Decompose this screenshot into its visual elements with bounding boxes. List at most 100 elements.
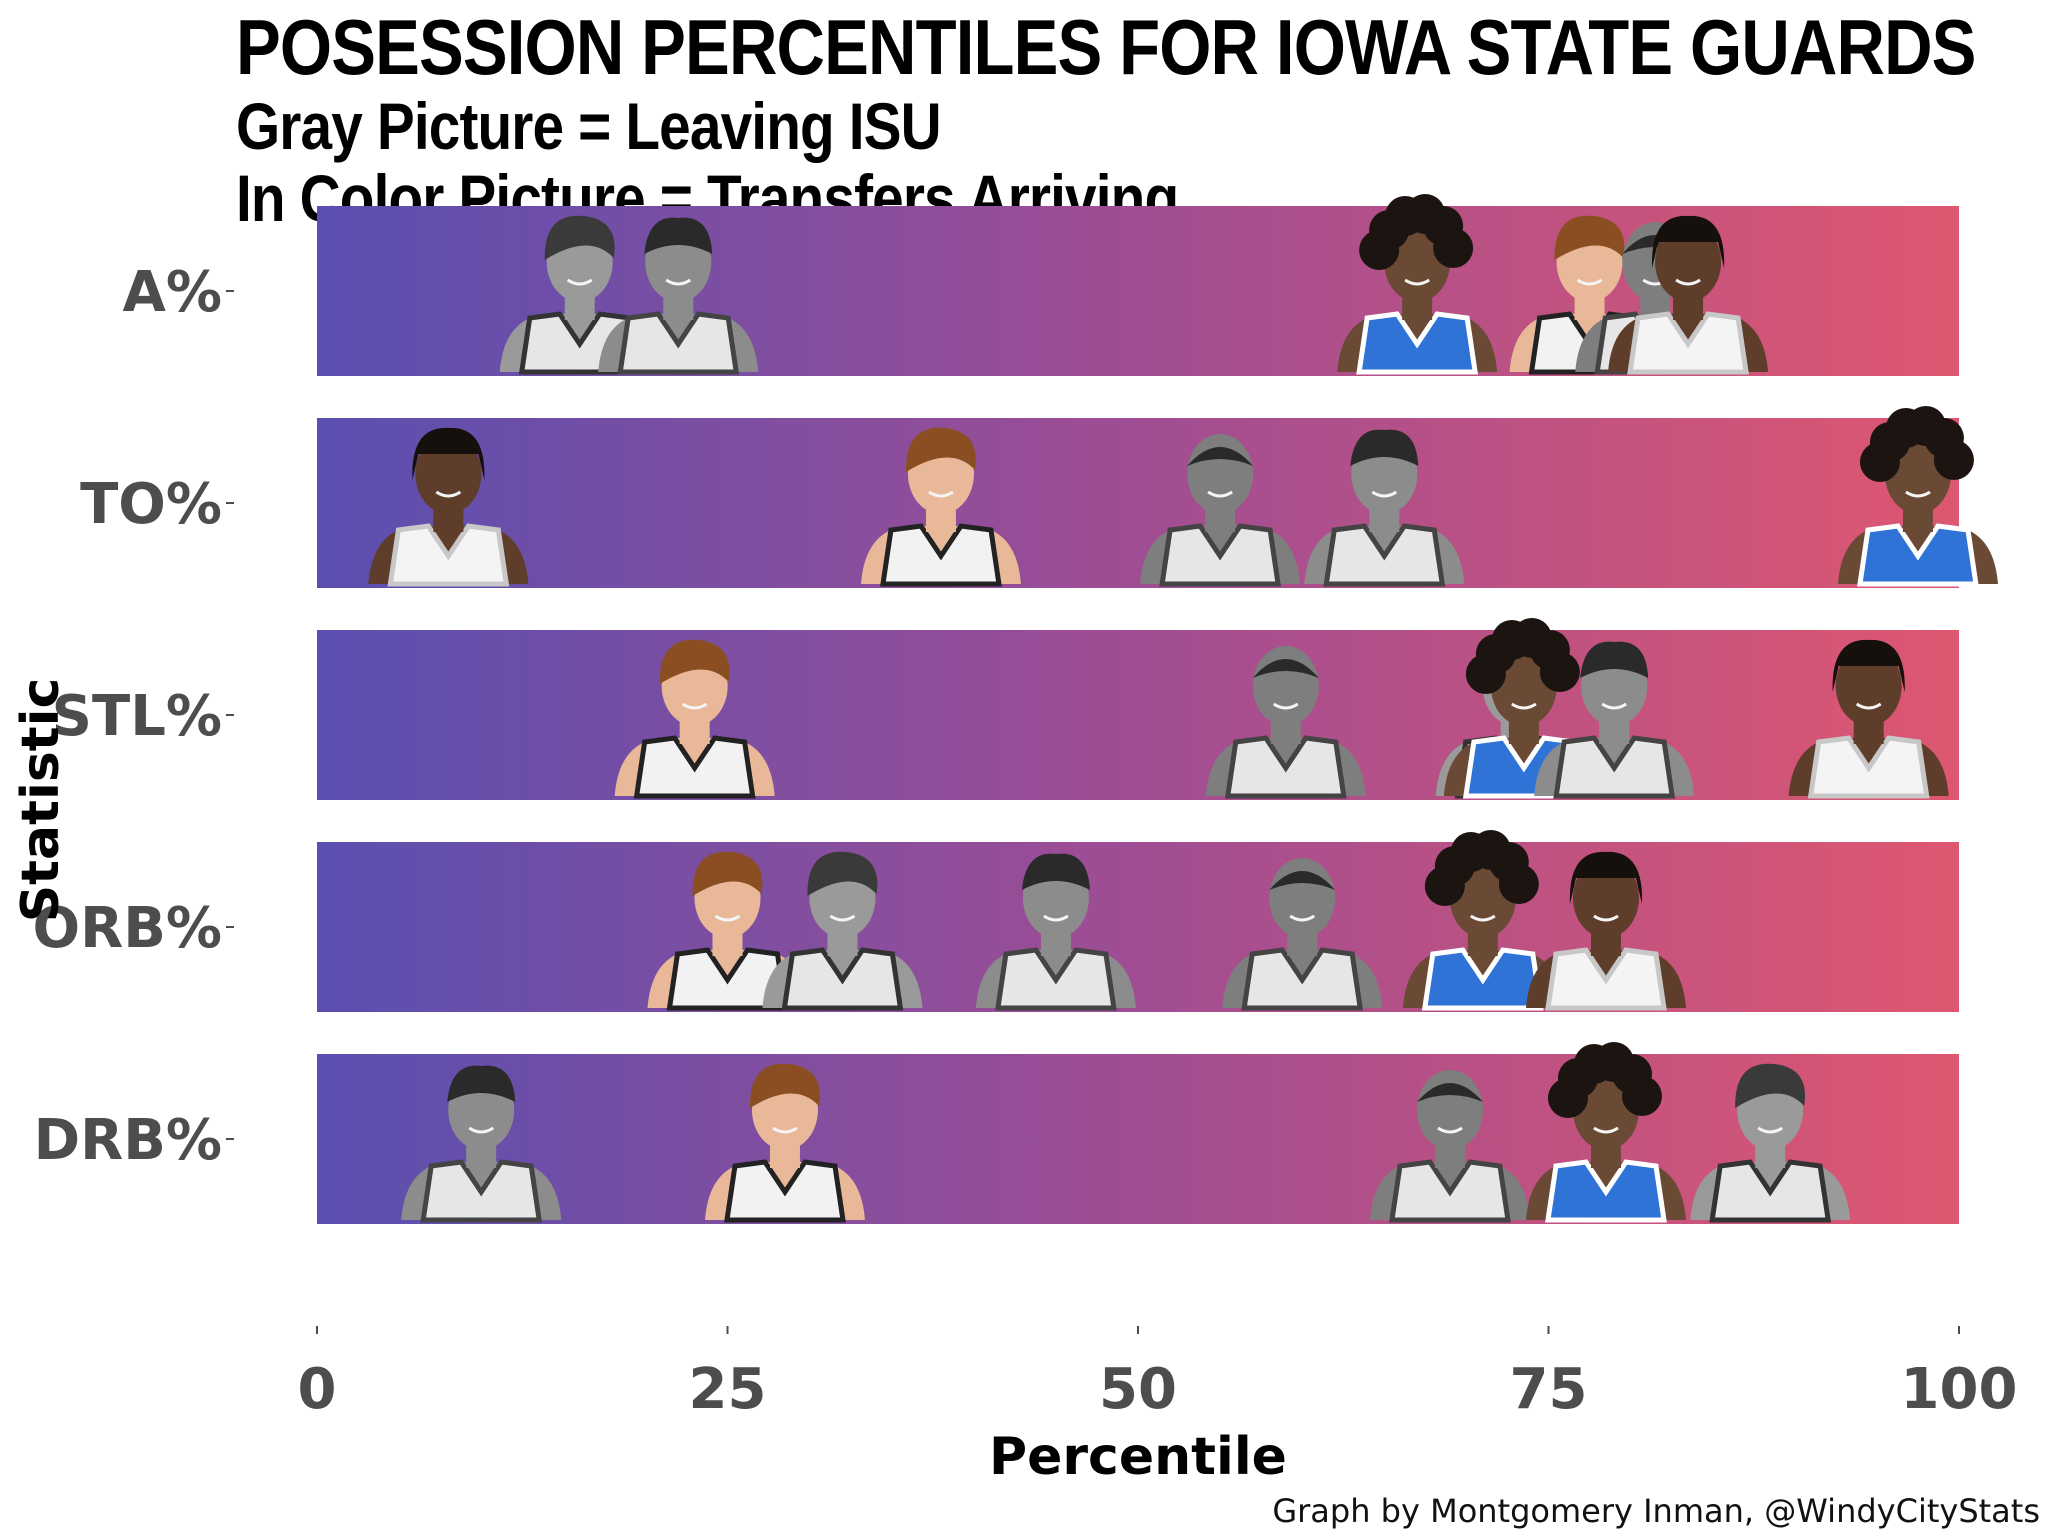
- hair: [1350, 429, 1419, 466]
- player-marker-leaving: [598, 217, 759, 375]
- smile: [1905, 490, 1931, 498]
- player-marker-leaving: [614, 639, 775, 799]
- smile: [1855, 702, 1882, 710]
- player-marker-arriving: [368, 427, 529, 587]
- hair: [1498, 864, 1539, 904]
- player-marker-leaving: [1140, 434, 1301, 587]
- smile: [829, 914, 856, 922]
- jersey: [995, 947, 1117, 1011]
- smile: [1272, 702, 1299, 710]
- jersey: [1709, 1159, 1832, 1223]
- hair: [659, 639, 730, 684]
- smile: [1469, 914, 1496, 922]
- hair: [1735, 1063, 1806, 1108]
- player-marker-leaving: [1690, 1063, 1851, 1223]
- hair: [1859, 442, 1900, 482]
- player-marker-arriving: [1525, 1042, 1686, 1223]
- hair: [1580, 641, 1649, 678]
- smile: [566, 278, 593, 286]
- y-tick-label: TO%: [80, 472, 222, 537]
- x-tick-label: 75: [1510, 1357, 1588, 1422]
- hair: [1269, 871, 1336, 890]
- smile: [1593, 914, 1619, 922]
- player-marker-arriving: [1337, 194, 1498, 375]
- player-marker-leaving: [1205, 646, 1366, 799]
- y-tick-label: DRB%: [34, 1108, 222, 1173]
- smile: [772, 1126, 798, 1134]
- hair: [905, 427, 976, 472]
- jersey: [1545, 947, 1667, 1011]
- hair: [1832, 639, 1905, 692]
- x-tick-label: 0: [298, 1357, 337, 1422]
- hair: [1547, 1078, 1588, 1118]
- player-marker-leaving: [1304, 429, 1465, 587]
- hair: [1651, 215, 1725, 268]
- smile: [468, 1126, 495, 1134]
- smile: [1675, 278, 1701, 286]
- x-tick-label: 25: [689, 1357, 767, 1422]
- smile: [1601, 702, 1628, 710]
- hair: [1187, 447, 1254, 466]
- face: [1269, 858, 1336, 938]
- face: [1187, 434, 1254, 514]
- jersey: [1545, 1159, 1667, 1223]
- smile: [1371, 490, 1398, 498]
- hair: [1539, 652, 1580, 692]
- smile: [1437, 1126, 1463, 1134]
- player-marker-leaving: [762, 851, 923, 1011]
- hair: [644, 217, 713, 254]
- jersey: [724, 1159, 846, 1223]
- face: [1416, 1070, 1483, 1150]
- player-marker-leaving: [975, 853, 1136, 1011]
- smile: [928, 490, 954, 498]
- jersey: [1553, 735, 1676, 799]
- player-marker-arriving: [1402, 830, 1563, 1011]
- hair: [1621, 1076, 1662, 1116]
- player-marker-leaving: [1222, 858, 1383, 1011]
- bar-to-pct: [317, 418, 1959, 588]
- smile: [1404, 278, 1430, 286]
- jersey: [1241, 947, 1364, 1011]
- player-marker-arriving: [1837, 406, 1998, 587]
- hair: [412, 427, 485, 480]
- y-axis-title: Statistic: [11, 678, 71, 923]
- jersey: [781, 947, 904, 1011]
- smile: [1043, 914, 1069, 922]
- smile: [1289, 914, 1316, 922]
- hair: [1021, 853, 1090, 890]
- jersey: [633, 735, 756, 799]
- smile: [435, 490, 462, 498]
- player-marker-leaving: [860, 427, 1021, 587]
- chart-title: POSESSION PERCENTILES FOR IOWA STATE GUA…: [236, 3, 1976, 91]
- jersey: [387, 523, 510, 587]
- player-marker-arriving: [1788, 639, 1949, 799]
- player-marker-leaving: [704, 1063, 865, 1223]
- bar-orb-pct: [317, 842, 1959, 1012]
- smile: [1757, 1126, 1784, 1134]
- jersey: [1159, 523, 1281, 587]
- smile: [681, 702, 708, 710]
- bar-drb-pct: [317, 1054, 1959, 1224]
- hair: [1554, 215, 1625, 260]
- y-tick-label: ORB%: [32, 896, 222, 961]
- x-axis: 0 25 50 75 100: [298, 1326, 2018, 1422]
- jersey: [1224, 735, 1347, 799]
- jersey: [617, 311, 740, 375]
- player-marker-leaving: [401, 1065, 562, 1223]
- x-tick-label: 100: [1901, 1357, 2018, 1422]
- hair: [1416, 1083, 1483, 1102]
- smile: [714, 914, 741, 922]
- jersey: [420, 1159, 543, 1223]
- hair: [749, 1063, 820, 1108]
- player-marker-arriving: [1608, 215, 1769, 375]
- bar-stl-pct: [317, 630, 1959, 800]
- legend-gray-note: Gray Picture = Leaving ISU: [236, 89, 942, 163]
- y-tick-label: A%: [123, 260, 222, 325]
- player-marker-leaving: [1534, 641, 1695, 799]
- jersey: [1807, 735, 1930, 799]
- jersey: [1389, 1159, 1511, 1223]
- player-markers-layer: [368, 194, 1998, 1223]
- hair: [1424, 866, 1465, 906]
